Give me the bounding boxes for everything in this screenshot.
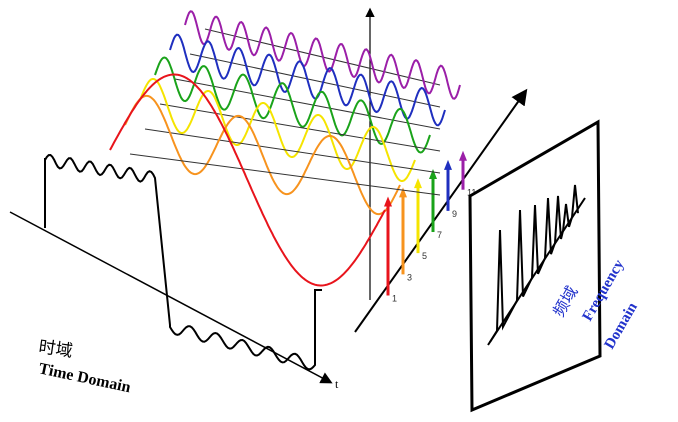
baseline xyxy=(144,128,441,174)
spectrum xyxy=(489,184,579,343)
harmonic-wave xyxy=(154,56,431,154)
arrow-head xyxy=(399,187,407,198)
harmonic-wave xyxy=(139,78,416,182)
baseline xyxy=(174,78,441,130)
square-wave xyxy=(44,153,322,371)
harmonic-label: 3 xyxy=(407,272,412,282)
baseline xyxy=(129,153,441,196)
baseline xyxy=(159,103,441,152)
time-label-en: Time Domain xyxy=(37,360,132,396)
arrow-head xyxy=(414,178,422,189)
arrow-head xyxy=(444,159,452,170)
harmonic-wave xyxy=(109,73,386,287)
harmonic-wave xyxy=(184,10,461,100)
harmonic-wave xyxy=(124,94,401,216)
frequency-axis xyxy=(354,88,528,333)
arrow-head xyxy=(459,150,467,161)
harmonic-label: 7 xyxy=(437,230,442,240)
harmonic-wave xyxy=(169,33,446,127)
harmonics: 11 9 7 5 3 1 xyxy=(109,10,476,303)
arrow-head xyxy=(384,196,392,207)
t-label: t xyxy=(335,377,339,391)
harmonic-label: 1 xyxy=(392,293,397,303)
harmonic-label: 11 xyxy=(467,188,476,198)
time-axis xyxy=(9,211,333,384)
freq-label-en-2: Domain xyxy=(602,299,642,352)
time-label-zh: 时域 xyxy=(37,337,73,361)
harmonic-label: 5 xyxy=(422,251,427,261)
arrow-head xyxy=(429,169,437,180)
frequency-board xyxy=(468,119,602,413)
harmonic-label: 9 xyxy=(452,209,457,219)
